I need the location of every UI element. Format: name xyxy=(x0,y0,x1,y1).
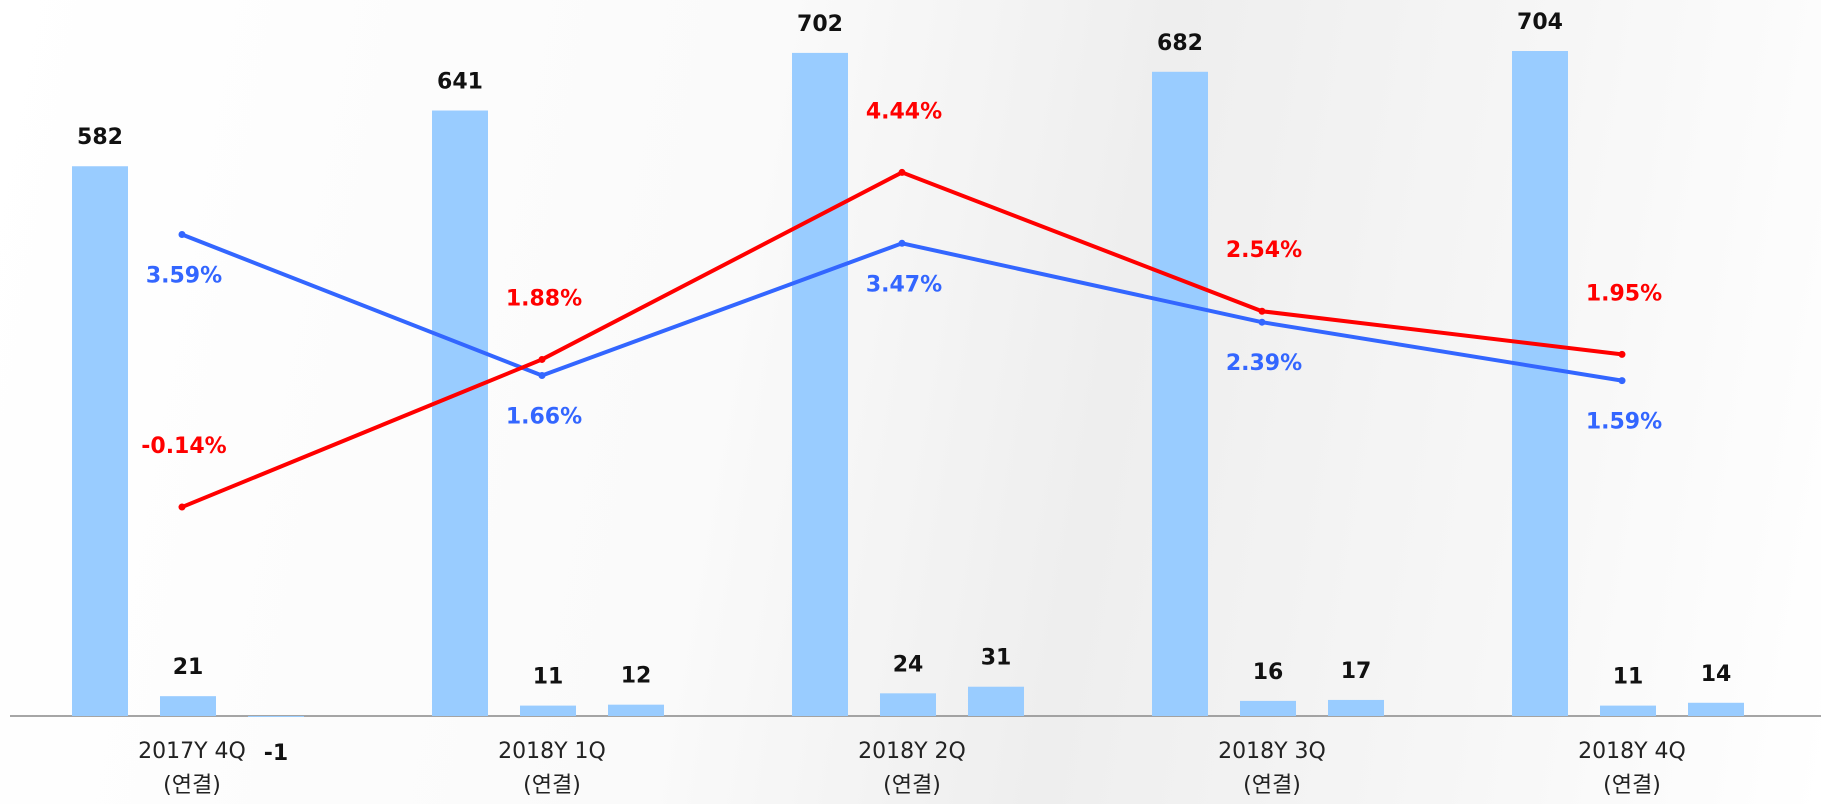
line-point xyxy=(538,355,546,363)
bar-value-label: 31 xyxy=(981,646,1012,671)
bar-value-label: 17 xyxy=(1341,659,1372,684)
line-value-label: 1.59% xyxy=(1586,410,1662,435)
line-value-label: 2.39% xyxy=(1226,351,1302,376)
line-value-label: 1.95% xyxy=(1586,281,1662,306)
line-point xyxy=(1258,307,1266,315)
bar-value-label: 14 xyxy=(1701,662,1732,687)
bar-value-label: 682 xyxy=(1157,31,1203,56)
line-point xyxy=(1618,350,1626,358)
line-value-label: 1.88% xyxy=(506,286,582,311)
bar-value-label: 11 xyxy=(533,665,564,690)
bar-value-label: 704 xyxy=(1517,10,1563,35)
line-value-label: 2.54% xyxy=(1226,238,1302,263)
line-point xyxy=(1258,318,1266,326)
bar-value-label: 16 xyxy=(1253,660,1284,685)
bar-value-label: 21 xyxy=(173,655,204,680)
x-tick-label: (연결) xyxy=(1603,773,1661,798)
bar xyxy=(880,693,936,716)
line xyxy=(181,232,1623,383)
bar-value-label: 11 xyxy=(1613,665,1644,690)
x-tick-label: (연결) xyxy=(1243,773,1301,798)
line-value-label: 3.59% xyxy=(146,264,222,289)
bar xyxy=(432,110,488,716)
bar xyxy=(1512,51,1568,716)
line-point xyxy=(178,231,186,239)
bar xyxy=(248,716,304,717)
line-value-label: 4.44% xyxy=(866,99,942,124)
x-tick-label: 2018Y 2Q xyxy=(858,739,966,764)
line-value-label: 1.66% xyxy=(506,405,582,430)
bar-value-label: 24 xyxy=(893,652,924,677)
bar xyxy=(608,704,664,716)
line-point xyxy=(538,372,546,380)
bar-value-label: 702 xyxy=(797,12,843,37)
line-point xyxy=(898,239,906,247)
bar xyxy=(1240,700,1296,716)
bar-value-label: 641 xyxy=(437,70,483,95)
x-tick-label: (연결) xyxy=(883,773,941,798)
bar xyxy=(520,705,576,716)
bar xyxy=(792,52,848,717)
x-tick-label: 2018Y 4Q xyxy=(1578,739,1686,764)
bar xyxy=(1600,705,1656,716)
bar xyxy=(160,696,216,716)
line-point xyxy=(1618,377,1626,385)
line-point xyxy=(178,503,186,511)
x-tick-label: 2018Y 1Q xyxy=(498,739,606,764)
bar xyxy=(1328,699,1384,716)
bar xyxy=(968,686,1024,716)
bar xyxy=(72,166,128,716)
x-tick-label: (연결) xyxy=(163,773,221,798)
bar xyxy=(1688,702,1744,716)
bar-value-label: 12 xyxy=(621,664,652,689)
x-tick-label: 2017Y 4Q xyxy=(138,739,246,764)
bar xyxy=(1152,71,1208,716)
line-value-label: 3.47% xyxy=(866,272,942,297)
line xyxy=(181,170,1623,509)
bar-value-label: 582 xyxy=(77,125,123,150)
bar-value-label: -1 xyxy=(264,741,288,766)
line-value-label: -0.14% xyxy=(141,434,226,459)
x-tick-label: (연결) xyxy=(523,773,581,798)
x-tick-label: 2018Y 3Q xyxy=(1218,739,1326,764)
line-point xyxy=(898,168,906,176)
